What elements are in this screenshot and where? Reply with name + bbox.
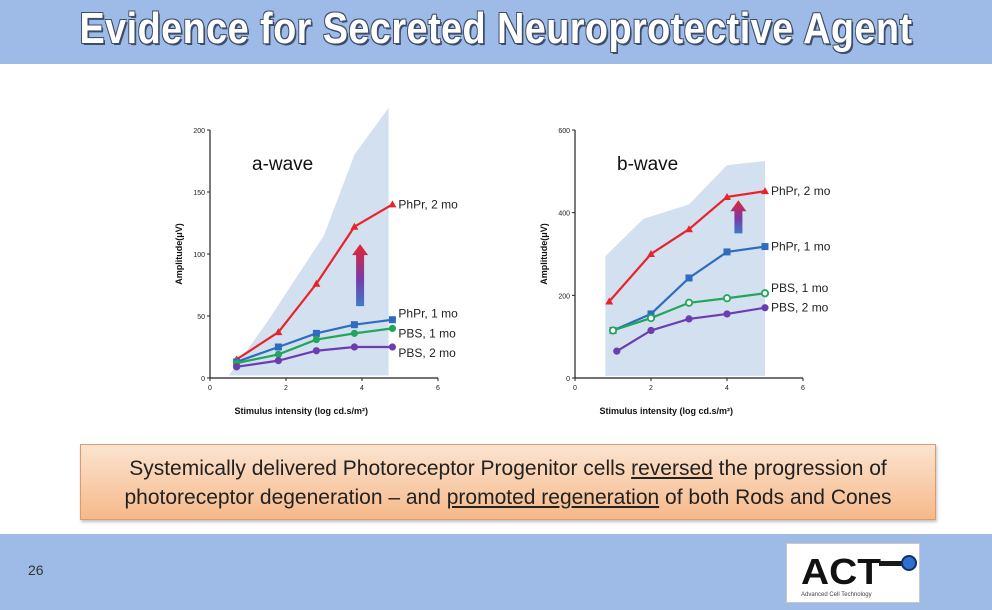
data-point: [647, 310, 655, 318]
y-tick-label: 50: [197, 314, 205, 321]
data-point: [312, 329, 320, 337]
y-axis-label: Amplitude(μV): [174, 223, 184, 285]
series-label: PBS, 1 mo: [398, 326, 456, 340]
data-point: [605, 297, 614, 305]
data-point: [388, 316, 396, 324]
svg-text:ACT: ACT: [801, 551, 881, 592]
data-point: [312, 279, 321, 287]
y-tick-label: 200: [558, 293, 570, 300]
up-arrow-icon: [352, 244, 369, 307]
x-tick-label: 2: [649, 385, 653, 392]
x-tick-label: 4: [725, 385, 729, 392]
chart-title: b-wave: [617, 154, 678, 175]
data-point: [350, 321, 358, 329]
data-point: [761, 304, 769, 312]
data-point: [608, 326, 618, 335]
data-point: [685, 225, 693, 233]
confidence-band: [229, 107, 389, 376]
series-label: PhPr, 2 mo: [771, 184, 831, 198]
series-label: PBS, 1 mo: [771, 281, 829, 295]
x-tick-label: 4: [360, 385, 364, 392]
data-point: [312, 347, 320, 355]
caption-segment: Systemically delivered Photoreceptor Pro…: [129, 457, 632, 480]
caption-text: Systemically delivered Photoreceptor Pro…: [124, 457, 891, 509]
data-point: [233, 363, 241, 371]
data-point: [350, 329, 358, 337]
data-point: [388, 200, 397, 208]
data-point: [685, 315, 693, 323]
data-point: [388, 324, 396, 332]
caption-box: Systemically delivered Photoreceptor Pro…: [80, 444, 936, 520]
caption-emphasis: reversed: [631, 457, 713, 480]
data-point: [647, 326, 655, 335]
x-tick-label: 6: [801, 385, 805, 392]
series-label: PhPr, 1 mo: [771, 240, 831, 254]
data-point: [312, 335, 320, 344]
y-tick-label: 0: [566, 376, 570, 383]
slide-title: Evidence for Secreted Neuroprotective Ag…: [79, 4, 913, 53]
data-point: [761, 243, 769, 251]
x-axis-label: Stimulus intensity (log cd.s/m²): [599, 406, 733, 416]
y-tick-label: 400: [558, 211, 570, 218]
data-point: [685, 274, 693, 282]
page-number: 26: [28, 562, 44, 578]
y-tick-label: 100: [193, 252, 205, 259]
up-arrow-icon: [730, 200, 747, 234]
y-tick-label: 0: [201, 376, 205, 383]
series-label: PhPr, 1 mo: [398, 307, 458, 321]
a-wave-chart: 0 50 100 150 200 0 2 4 6 Stimulus intensity (log …: [174, 107, 458, 416]
series-label: PBS, 2 mo: [771, 301, 829, 315]
y-tick-label: 600: [558, 128, 570, 135]
title-bar: [0, 0, 992, 64]
data-point: [684, 298, 694, 307]
data-point: [722, 294, 732, 303]
caption-emphasis: promoted regeneration: [446, 486, 660, 509]
x-tick-label: 0: [573, 385, 577, 392]
caption-segment: the progression of photoreceptor degener…: [124, 457, 887, 509]
data-point: [350, 343, 358, 351]
data-point: [613, 347, 621, 355]
series-label: PBS, 2 mo: [398, 346, 456, 360]
confidence-band: [605, 161, 765, 376]
data-point: [761, 187, 769, 195]
data-point: [274, 328, 283, 336]
data-point: [274, 350, 282, 359]
y-tick-label: 150: [193, 190, 205, 197]
data-point: [388, 343, 396, 351]
caption-segment: of both Rods and Cones: [659, 486, 892, 509]
data-point: [647, 250, 655, 257]
data-point: [723, 310, 731, 318]
data-point: [723, 248, 731, 256]
x-axis-label: Stimulus intensity (log cd.s/m²): [234, 406, 368, 416]
data-point: [274, 343, 282, 351]
data-point: [760, 289, 770, 298]
svg-text:Advanced Cell Technology: Advanced Cell Technology: [801, 592, 872, 598]
data-point: [350, 222, 359, 230]
y-tick-label: 200: [193, 128, 205, 135]
x-tick-label: 6: [436, 385, 440, 392]
data-point: [646, 313, 656, 323]
x-tick-label: 0: [208, 385, 212, 392]
chart-title: a-wave: [252, 154, 313, 175]
b-wave-chart: 0 200 400 600 0 2 4 6 Stimulus intensity (log cd…: [539, 128, 831, 416]
company-logo: ACT Advanced Cell Technology: [786, 543, 920, 603]
x-tick-label: 2: [284, 385, 288, 392]
data-point: [723, 192, 731, 200]
act-logo-icon: ACT Advanced Cell Technology: [801, 551, 917, 598]
series-label: PhPr, 2 mo: [398, 197, 458, 211]
y-axis-label: Amplitude(μV): [539, 223, 549, 285]
data-point: [274, 357, 282, 365]
